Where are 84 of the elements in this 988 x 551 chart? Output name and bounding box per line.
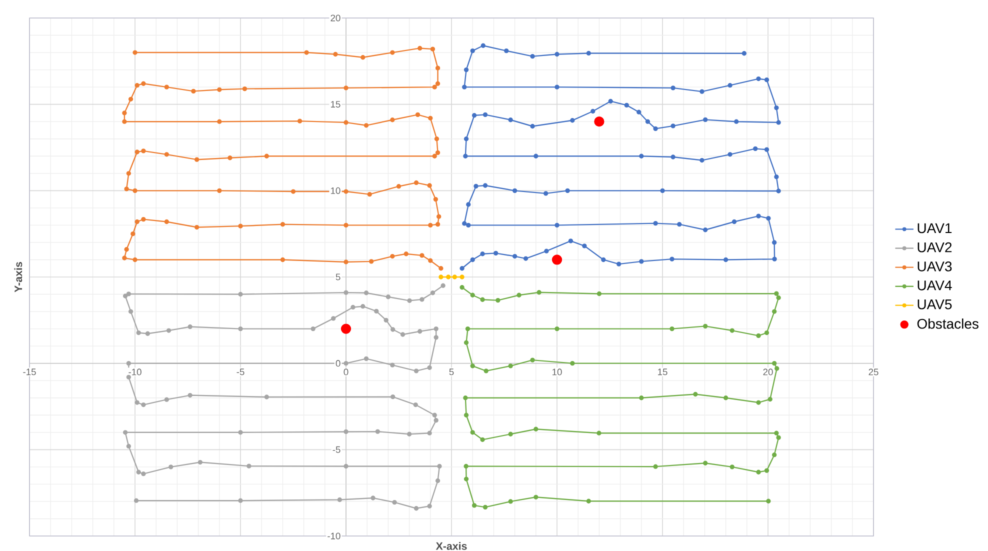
point [464, 340, 469, 345]
point [554, 326, 560, 332]
point [774, 291, 779, 296]
legend-label: UAV2 [918, 242, 952, 252]
legend-label: Obstacles [917, 318, 978, 329]
x-tick-label: 10 [552, 368, 562, 376]
point [594, 116, 604, 127]
point [530, 358, 535, 362]
y-axis-title: Y-axis [14, 262, 22, 292]
x-tick-label: -15 [23, 368, 36, 376]
point [596, 291, 602, 296]
point [482, 504, 488, 510]
legend-label: UAV4 [918, 280, 952, 290]
point [496, 298, 500, 303]
y-tick-label: 15 [331, 101, 340, 108]
point [764, 330, 770, 336]
point [464, 476, 469, 482]
point [670, 326, 674, 332]
y-tick-label: 10 [331, 187, 340, 194]
point [703, 324, 708, 329]
point [508, 364, 513, 368]
y-tick-label: 0 [336, 360, 340, 367]
y-tick-label: 20 [330, 14, 340, 22]
point [766, 498, 771, 504]
point [570, 361, 575, 366]
point [768, 396, 772, 402]
point [480, 437, 485, 442]
x-axis-title: X-axis [436, 542, 467, 550]
point [772, 452, 777, 458]
point [730, 464, 734, 470]
point [470, 292, 475, 298]
point [772, 361, 777, 366]
point [463, 396, 468, 400]
point [703, 460, 708, 466]
point [470, 364, 475, 368]
point [639, 396, 644, 400]
x-tick-label: -10 [128, 368, 142, 376]
point [552, 254, 562, 265]
legend-label: UAV1 [918, 223, 952, 234]
point [460, 285, 464, 290]
point [774, 430, 779, 436]
point [776, 435, 781, 440]
point [464, 464, 468, 469]
point [534, 494, 538, 500]
point [653, 464, 658, 469]
y-tick-label: 5 [336, 274, 340, 280]
point [756, 470, 761, 474]
y-tick-label: -5 [332, 446, 340, 453]
point [764, 468, 770, 473]
point [472, 503, 477, 508]
point [723, 396, 728, 400]
legend-label: UAV3 [918, 261, 952, 272]
point [464, 412, 469, 418]
x-tick-label: -5 [236, 368, 244, 376]
point [438, 274, 444, 280]
y-tick-label: -10 [328, 532, 340, 540]
x-tick-label: 25 [868, 368, 878, 376]
point [340, 324, 352, 334]
x-tick-label: 20 [763, 368, 773, 376]
point [484, 368, 488, 374]
point [774, 366, 780, 371]
point [460, 274, 464, 280]
x-tick-label: 0 [344, 368, 348, 376]
point [470, 430, 475, 435]
point [534, 426, 538, 432]
point [693, 392, 698, 397]
point [756, 333, 761, 338]
point [586, 498, 591, 504]
legend-label: UAV5 [918, 300, 952, 310]
point [446, 274, 451, 280]
point [772, 309, 777, 314]
x-tick-label: 15 [658, 368, 668, 376]
point [508, 432, 513, 436]
point [465, 326, 470, 332]
point [730, 328, 734, 333]
point [596, 430, 602, 436]
x-tick-label: 5 [449, 368, 454, 376]
point [480, 297, 485, 302]
point [776, 295, 781, 300]
point [516, 292, 522, 298]
point [452, 274, 458, 280]
point [508, 499, 513, 504]
point [536, 290, 542, 295]
point [756, 400, 761, 405]
